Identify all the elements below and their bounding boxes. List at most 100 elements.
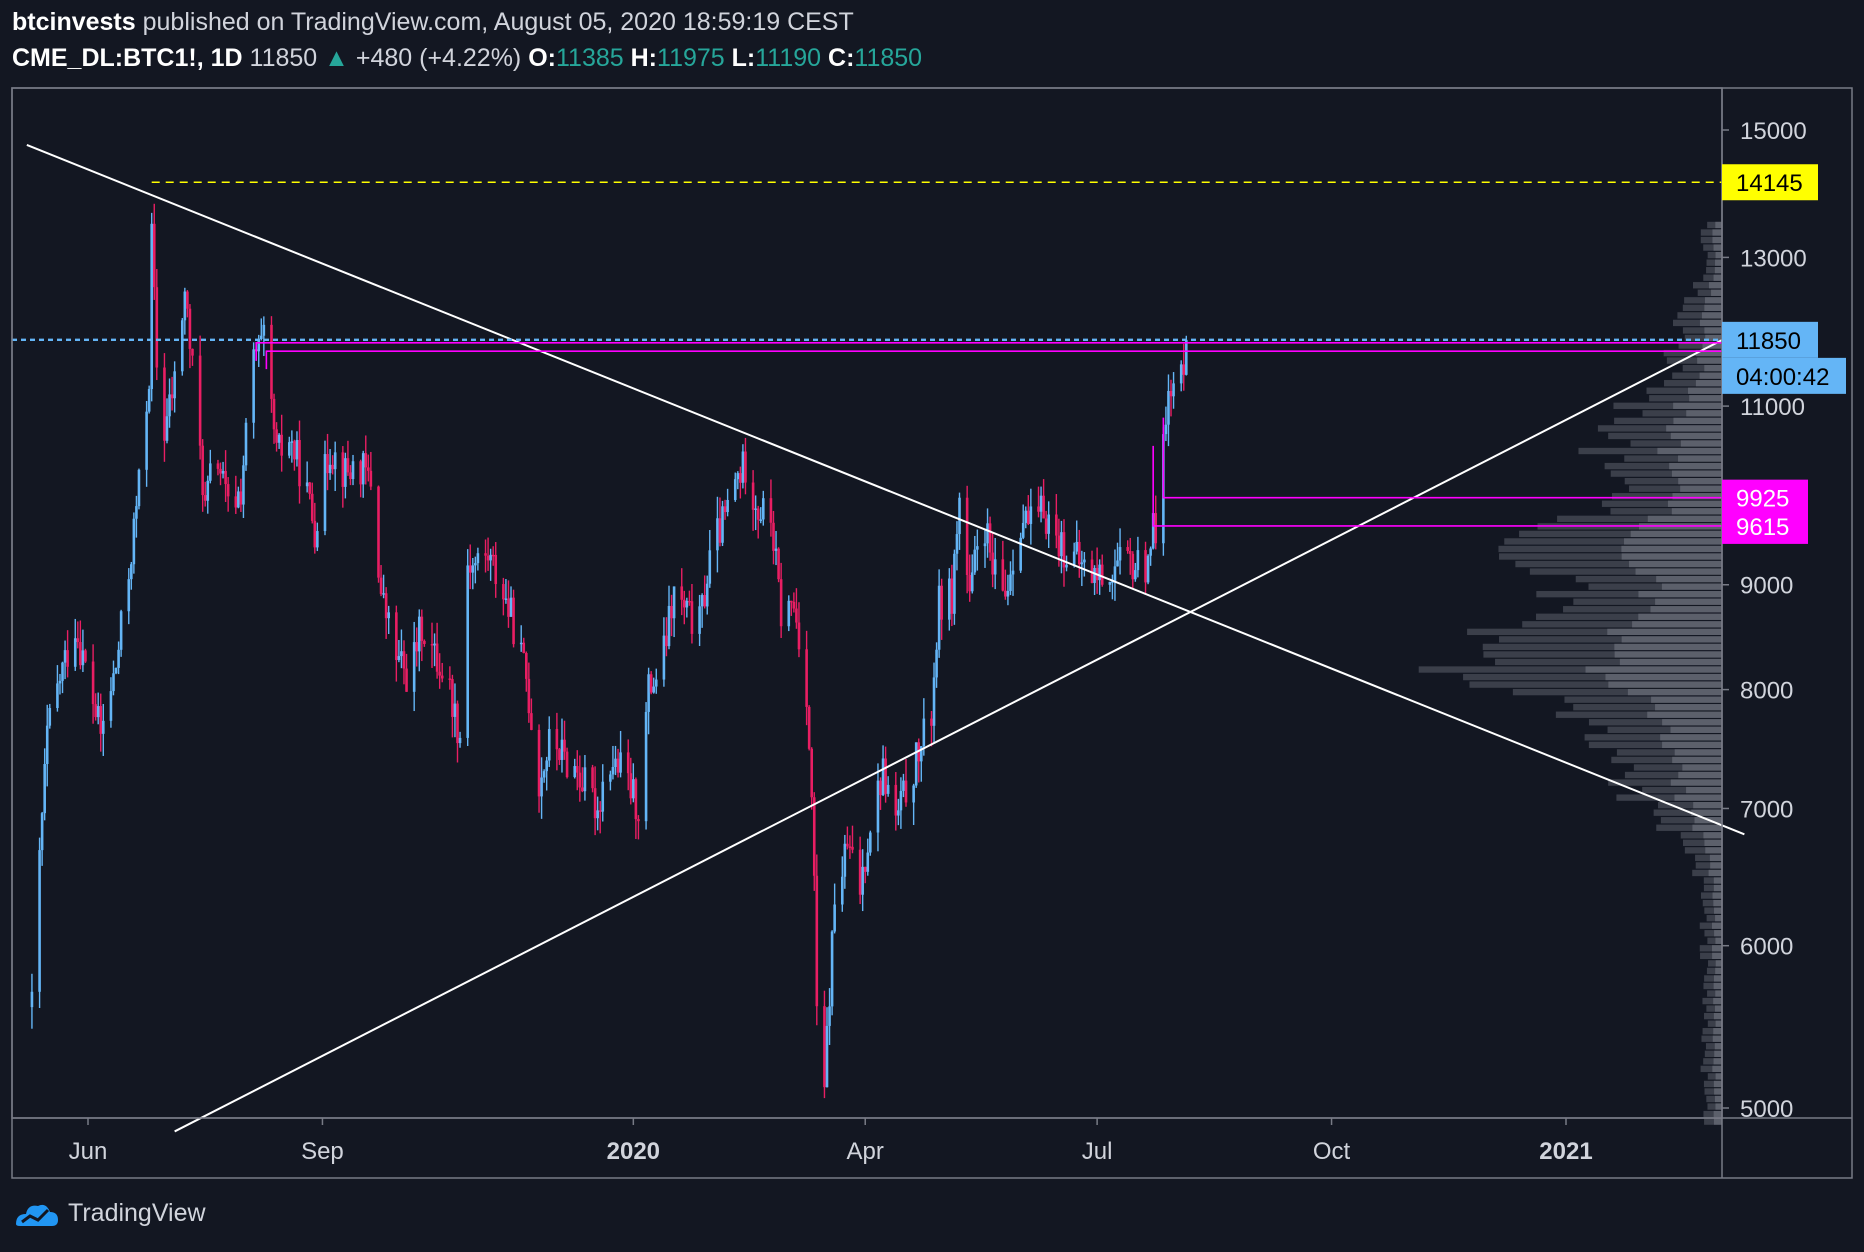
candle-body <box>221 470 225 474</box>
volume-profile-bar-up <box>1714 1088 1722 1095</box>
volume-profile-bar <box>1563 606 1722 613</box>
tradingview-footer[interactable]: TradingView <box>12 1198 206 1228</box>
candle-body <box>823 1006 826 1088</box>
candle-body <box>1185 339 1188 375</box>
volume-profile-bar-up <box>1680 485 1722 492</box>
candle-body <box>940 585 943 620</box>
candle-body <box>1029 506 1033 524</box>
candle-body <box>637 819 640 822</box>
volume-profile-bar-up <box>1713 274 1722 281</box>
volume-profile-bar <box>1695 854 1722 862</box>
candle-body <box>494 554 498 585</box>
volume-profile-bar <box>1467 628 1722 636</box>
candle-body <box>881 758 885 796</box>
candle-body <box>433 643 436 646</box>
candle-body <box>647 674 650 712</box>
candle-body <box>1062 532 1066 568</box>
volume-profile-bar-up <box>1715 937 1722 944</box>
candle-body <box>807 706 811 749</box>
candle-body <box>150 223 154 390</box>
volume-profile-bar <box>1512 688 1722 696</box>
candle-body <box>690 601 694 634</box>
price-label-badge <box>1722 357 1846 394</box>
volume-profile-bar <box>1633 764 1722 771</box>
volume-profile-bar-up <box>1710 862 1722 869</box>
candle-body <box>1093 568 1096 583</box>
candle-body <box>438 671 441 676</box>
candle-body <box>976 546 979 550</box>
volume-profile-bar <box>1564 696 1722 703</box>
candle-body <box>1179 364 1183 384</box>
volume-profile-bar-up <box>1666 425 1722 432</box>
candle-body <box>328 464 332 474</box>
candle-body <box>415 642 419 652</box>
candle-body <box>333 452 337 470</box>
volume-profile-bar <box>1704 1118 1722 1125</box>
volume-profile-bar <box>1678 342 1722 349</box>
volume-profile-bar <box>1699 945 1722 952</box>
candle-body <box>1111 581 1114 583</box>
symbol-label[interactable]: CME_DL:BTC1!, 1D <box>12 44 243 72</box>
volume-profile-bar <box>1611 493 1722 500</box>
close-label: C: <box>828 44 855 72</box>
candle-body <box>840 876 844 905</box>
volume-profile-bar <box>1584 734 1722 741</box>
candle-body <box>402 651 406 669</box>
author-name[interactable]: btcinvests <box>12 8 136 36</box>
volume-profile-bar-up <box>1714 267 1722 274</box>
candle-body <box>688 600 691 603</box>
candle-body <box>61 662 64 681</box>
candle-body <box>1134 570 1137 580</box>
volume-profile-bar <box>1704 907 1722 914</box>
volume-profile-bar <box>1680 832 1722 839</box>
candle-body <box>965 497 969 576</box>
volume-profile-bar <box>1630 440 1722 447</box>
price-tick-label: 5000 <box>1740 1096 1793 1123</box>
volume-profile-bar-up <box>1714 1050 1722 1057</box>
volume-profile-bar-up <box>1704 327 1722 334</box>
descending-trendline <box>26 144 1745 836</box>
candle-body <box>165 416 169 441</box>
candle-body <box>81 650 85 666</box>
volume-profile-bar <box>1578 447 1722 455</box>
candle-body <box>983 543 987 547</box>
publish-info: btcinvests published on TradingView.com,… <box>12 8 854 37</box>
candle-body <box>670 605 673 619</box>
volume-profile-bar-up <box>1711 289 1722 296</box>
candle-body <box>420 616 424 641</box>
volume-profile-bar-up <box>1647 515 1722 522</box>
candle-body <box>346 458 350 473</box>
candle-body <box>48 707 52 726</box>
volume-profile-bar-up <box>1705 847 1722 854</box>
volume-profile-bar-up <box>1712 1065 1722 1073</box>
volume-profile-bar <box>1656 824 1722 831</box>
candle-body <box>152 223 156 288</box>
volume-profile-bar <box>1707 990 1722 997</box>
ascending-trendline <box>174 327 1745 1133</box>
volume-profile-bar-up <box>1712 229 1722 236</box>
volume-profile-bar <box>1708 960 1722 967</box>
candle-body <box>744 451 747 483</box>
price-tick-label: 6000 <box>1740 934 1793 961</box>
volume-profile-bar <box>1700 892 1722 899</box>
candles <box>30 203 1188 1099</box>
volume-profile-bar <box>1706 1005 1722 1012</box>
candle-body <box>922 718 926 747</box>
candle-body <box>226 484 230 497</box>
volume-profile-bar <box>1658 801 1722 809</box>
candle-body <box>1169 390 1173 397</box>
plot-frame <box>11 87 1723 1119</box>
candle-body <box>1149 548 1152 556</box>
volume-profile-bar <box>1649 395 1722 402</box>
candle-body <box>359 461 362 485</box>
candle-body <box>1044 518 1048 534</box>
volume-profile-bar-up <box>1651 696 1722 703</box>
candle-body <box>412 642 416 692</box>
candle-body <box>476 553 480 564</box>
time-tick-label: Sep <box>301 1138 344 1165</box>
volume-profile-bar-up <box>1715 221 1722 229</box>
candle-body <box>1167 390 1170 425</box>
candle-body <box>861 866 864 895</box>
